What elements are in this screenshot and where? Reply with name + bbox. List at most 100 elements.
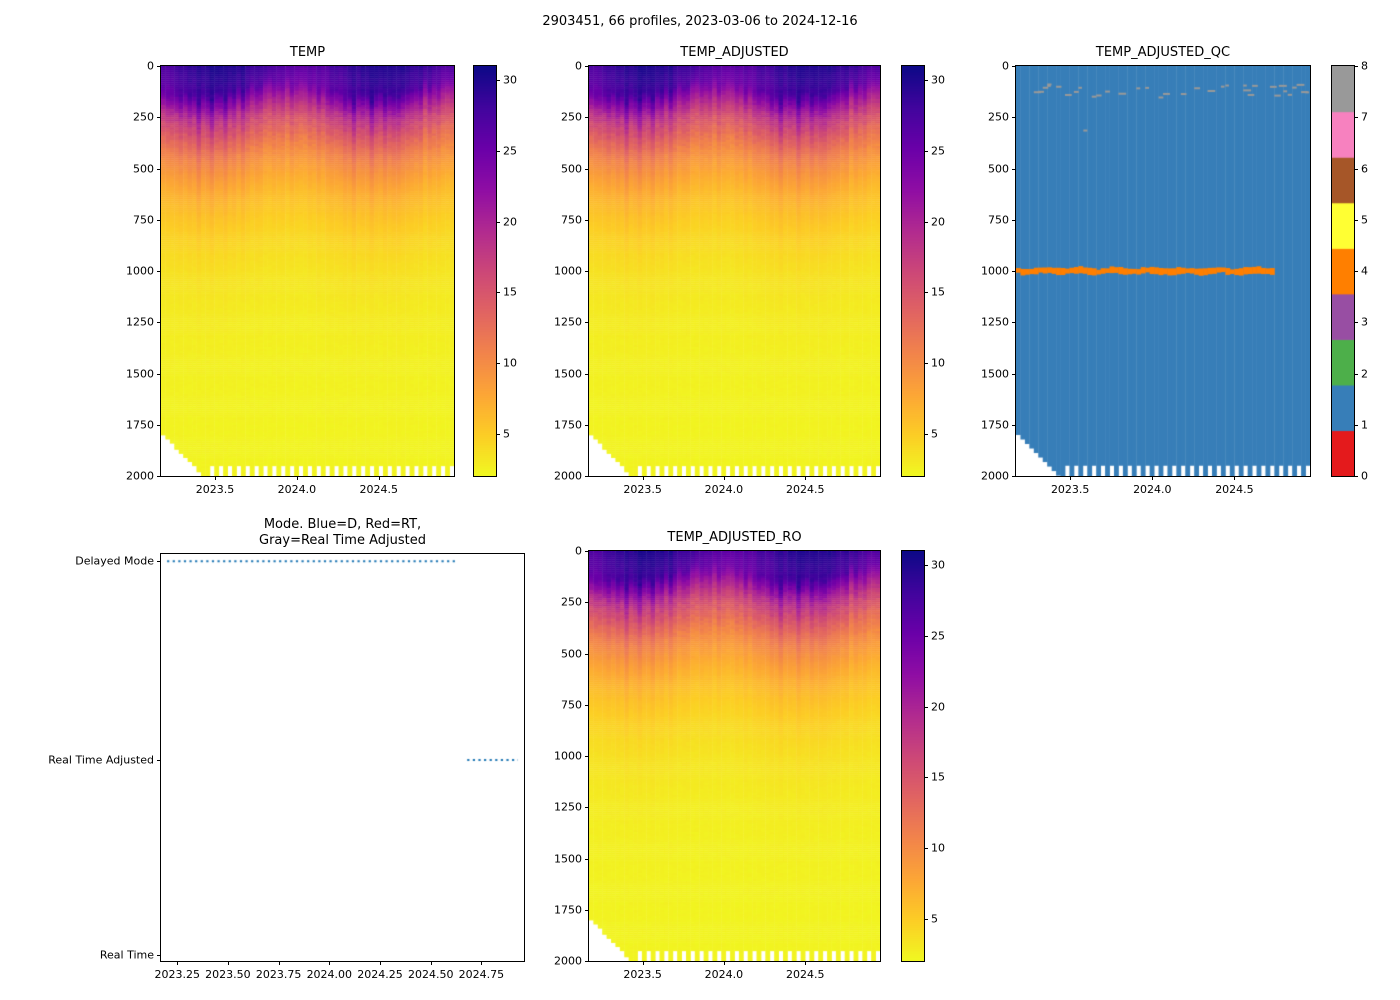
y-tick-mark	[585, 858, 589, 860]
colorbar-tick-mark	[496, 221, 500, 223]
mode-category-label: Real Time Adjusted	[48, 753, 154, 767]
temp-adjusted-ro-heatmap-canvas	[589, 551, 880, 961]
y-tick-mark	[585, 909, 589, 911]
y-tick-label: 1250	[126, 315, 154, 329]
x-tick-label: 2024.50	[407, 968, 454, 981]
x-tick-mark	[723, 961, 725, 965]
colorbar-tick-label: 25	[503, 144, 517, 158]
x-tick-mark	[430, 961, 432, 965]
y-tick-mark	[157, 424, 161, 426]
panel-temp: TEMP 2023.5 2024.0 2024.5 0 250 500 750 1000 125…	[126, 45, 455, 496]
y-tick-mark	[585, 219, 589, 221]
temp-colorbar-canvas	[474, 66, 496, 476]
y-tick-label: 250	[561, 110, 582, 124]
x-tick-mark	[1152, 476, 1154, 480]
x-tick-label: 2023.5	[623, 968, 662, 981]
y-tick-mark	[585, 704, 589, 706]
x-tick-label: 2024.0	[277, 483, 317, 496]
y-tick-mark	[1012, 117, 1016, 119]
colorbar-tick-label: 10	[931, 356, 945, 370]
y-tick-label: 1250	[554, 800, 582, 814]
y-tick-mark	[1012, 424, 1016, 426]
y-tick-label: 250	[561, 595, 582, 609]
colorbar-tick-mark	[924, 221, 928, 223]
colorbar-tick-label: 20	[503, 215, 517, 229]
colorbar-tick-label: 25	[931, 144, 945, 158]
x-tick-mark	[805, 476, 807, 480]
panel-temp-adjusted-title: TEMP_ADJUSTED	[680, 45, 789, 60]
colorbar-tick-label: 3	[1361, 315, 1368, 329]
colorbar-tick-mark	[924, 706, 928, 708]
y-tick-mark	[585, 602, 589, 604]
y-tick-label: 0	[147, 59, 154, 73]
y-tick-label: 1000	[981, 264, 1009, 278]
x-tick-label: 2023.5	[1050, 483, 1090, 496]
x-tick-label: 2024.5	[785, 483, 825, 496]
y-tick-label: 750	[561, 698, 582, 712]
colorbar-tick-mark	[924, 80, 928, 82]
x-tick-label: 2024.00	[306, 968, 353, 981]
y-tick-mark	[585, 271, 589, 272]
y-tick-label: 750	[988, 213, 1009, 227]
x-tick-label: 2024.75	[458, 968, 505, 981]
mode-category-label: Delayed Mode	[75, 554, 154, 568]
temp-adjusted-qc-heatmap-canvas	[1016, 66, 1310, 476]
colorbar-tick-label: 7	[1361, 110, 1368, 124]
figure-title: 2903451, 66 profiles, 2023-03-06 to 2024…	[542, 14, 858, 29]
x-tick-mark	[378, 476, 380, 480]
colorbar-tick-mark	[924, 847, 928, 849]
colorbar-tick-label: 20	[931, 700, 945, 714]
y-tick-mark	[585, 66, 589, 67]
y-tick-label: 2000	[554, 469, 582, 483]
y-tick-mark	[1012, 322, 1016, 324]
x-tick-mark	[1070, 476, 1072, 480]
panel-temp-title: TEMP	[289, 45, 326, 60]
y-tick-mark	[585, 373, 589, 375]
colorbar-tick-label: 15	[931, 285, 945, 299]
y-tick-label: 500	[561, 647, 582, 660]
y-tick-label: 1000	[554, 749, 582, 763]
colorbar-tick-mark	[1354, 424, 1358, 426]
colorbar-tick-label: 8	[1361, 59, 1368, 73]
y-tick-label: 500	[133, 162, 154, 175]
y-tick-label: 1500	[554, 367, 582, 380]
y-tick-mark	[1012, 271, 1016, 272]
colorbar-tick-mark	[1354, 117, 1358, 119]
y-tick-mark	[157, 322, 161, 324]
y-tick-mark	[1012, 219, 1016, 221]
y-tick-label: 1000	[126, 264, 154, 278]
y-tick-mark	[585, 807, 589, 809]
mode-category-tick-mark	[157, 954, 161, 956]
y-tick-mark	[585, 961, 589, 962]
x-tick-mark	[723, 476, 725, 480]
colorbar-tick-mark	[924, 777, 928, 779]
x-tick-label: 2024.5	[1215, 483, 1254, 496]
colorbar-tick-mark	[924, 635, 928, 637]
x-tick-label: 2023.75	[255, 968, 302, 981]
x-tick-label: 2024.5	[359, 483, 398, 496]
x-tick-label: 2024.0	[704, 483, 744, 496]
panel-temp-adjusted-ro: TEMP_ADJUSTED_RO 2023.5 2024.0 2024.5 0 250 5…	[554, 530, 881, 981]
x-tick-mark	[1234, 476, 1236, 480]
y-tick-mark	[585, 756, 589, 757]
x-tick-label: 2024.5	[785, 968, 825, 981]
colorbar-tick-mark	[924, 292, 928, 294]
colorbar-tick-label: 30	[503, 73, 517, 87]
y-tick-mark	[585, 168, 589, 170]
x-tick-mark	[805, 961, 807, 965]
temp-adjusted-qc-colorbar-canvas	[1332, 66, 1354, 476]
temp-adjusted-ro-colorbar: 5 10 15 20 25 30	[901, 550, 945, 962]
x-tick-label: 2024.0	[704, 968, 744, 981]
x-tick-mark	[227, 961, 229, 965]
mode-category-tick-mark	[157, 561, 161, 563]
colorbar-tick-mark	[496, 433, 500, 435]
x-tick-mark	[380, 961, 382, 965]
y-tick-label: 0	[575, 544, 582, 558]
temp-adjusted-qc-colorbar: 0 1 2 3 4 5 6 7 8	[1331, 60, 1368, 483]
x-tick-label: 2023.5	[195, 483, 235, 496]
colorbar-tick-mark	[496, 292, 500, 294]
colorbar-tick-mark	[1354, 66, 1358, 67]
y-tick-mark	[585, 117, 589, 119]
y-tick-mark	[1012, 168, 1016, 170]
